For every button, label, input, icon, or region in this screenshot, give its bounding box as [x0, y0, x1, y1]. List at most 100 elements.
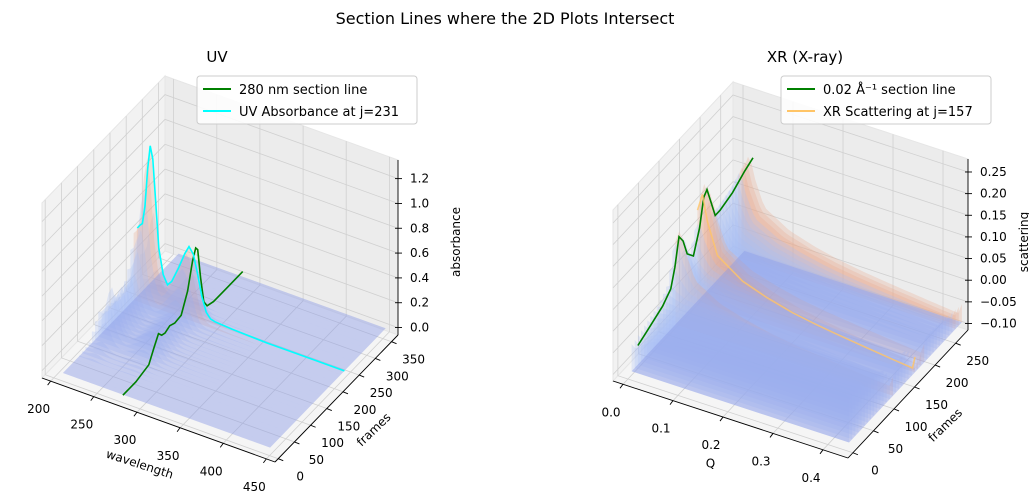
surface-strip [72, 363, 280, 438]
legend-box [196, 75, 418, 125]
z-tick-label: 0.8 [410, 221, 429, 235]
surface-strip [681, 248, 900, 389]
surface-strip [694, 223, 912, 376]
xr-title: XR (X-ray) [767, 48, 843, 66]
surface-strip [650, 315, 868, 423]
z-gridline [41, 218, 399, 346]
z-tick-label: 1.2 [410, 172, 429, 186]
surface-strip [662, 293, 881, 410]
y-gridline [699, 117, 936, 366]
surface-strip [666, 285, 884, 406]
z-tick-label: 0.00 [980, 273, 1007, 287]
series-line-frame-section [696, 194, 916, 370]
y-tick-label: 300 [386, 369, 409, 383]
surface-strip [69, 366, 277, 441]
x-tick [819, 449, 824, 455]
x-tick [133, 411, 138, 417]
z-tick-label: 0.25 [980, 165, 1007, 179]
x-gridline [136, 110, 261, 413]
x-tick-label: 0.0 [601, 405, 620, 419]
y-gridline [638, 182, 874, 432]
surface-strip [731, 179, 950, 336]
y-gridline [61, 182, 295, 443]
x-tick [47, 380, 51, 386]
y-tick-label: 50 [309, 453, 324, 467]
z-gridline [612, 116, 969, 245]
x-axis-line [612, 380, 849, 459]
surface-strip [146, 283, 354, 362]
surface-strip [140, 212, 348, 368]
y-tick-label: 250 [370, 386, 393, 400]
x-gridline [266, 156, 390, 460]
y-axis-line [847, 329, 969, 459]
z-gridline [612, 202, 969, 332]
z-gridline [41, 193, 399, 322]
z-tick-label: 0.15 [980, 208, 1007, 222]
surface-floor [62, 253, 386, 448]
y-tick [391, 341, 397, 345]
surface-strip [162, 270, 370, 345]
surface-strip [159, 273, 367, 349]
surface-strip [66, 369, 274, 445]
surface-strip [168, 263, 376, 339]
y-gridline [679, 139, 915, 388]
surface-strip [735, 173, 953, 333]
y-tick [893, 408, 900, 412]
surface-strip [716, 203, 934, 353]
y-tick [934, 364, 941, 368]
surface-strip [678, 236, 897, 393]
figure-suptitle: Section Lines where the 2D Plots Interse… [336, 9, 675, 28]
x-tick [219, 443, 224, 448]
surface-strip [98, 287, 306, 412]
surface-strip [675, 231, 893, 396]
surface-strip [713, 207, 931, 356]
surface-strip [130, 190, 338, 378]
surface-strip [62, 373, 271, 448]
y-tick-label: 0 [871, 464, 879, 478]
surface-strip [149, 282, 357, 359]
y-tick [342, 391, 349, 395]
legend-box [780, 75, 992, 125]
y-tick [358, 374, 365, 378]
surface-strip [744, 156, 962, 323]
x-tick [669, 400, 674, 405]
legend-label: XR Scattering at j=157 [823, 105, 973, 120]
z-gridline [612, 94, 969, 224]
uv-title: UV [206, 48, 228, 66]
y-tick-label: 150 [925, 398, 948, 412]
x-gridline [822, 150, 944, 451]
y-gridline [77, 166, 311, 426]
surface-strip [175, 256, 383, 332]
x-axis-label: Q [706, 457, 715, 471]
x-gridline [622, 85, 744, 385]
surface-strip [75, 359, 283, 435]
z-tick-label: 0.20 [980, 187, 1007, 201]
surface-strip [688, 253, 906, 383]
surface-floor [631, 250, 962, 443]
x-gridline [222, 141, 347, 444]
y-gridline [617, 204, 854, 454]
x-gridline [672, 101, 794, 401]
surface-strip [127, 229, 335, 382]
surface-strip [637, 334, 856, 436]
surface-strip [172, 260, 380, 335]
z-tick-label: 0.6 [410, 246, 429, 260]
surface-strip [738, 167, 956, 329]
x-tick-label: 250 [70, 418, 93, 432]
surface-strip [656, 306, 875, 416]
x-tick-label: 300 [113, 433, 136, 447]
surface-strip [85, 346, 293, 425]
series-line-q-section [637, 157, 754, 346]
y-gridline [93, 149, 327, 409]
surface-strip [691, 239, 909, 379]
z-gridline [612, 181, 969, 310]
x-tick [90, 396, 95, 401]
y-gridline [141, 99, 376, 359]
surface-strip [653, 310, 871, 420]
uv-axes: UV 200 250 300 350 400 450 0 50 100 150 200 250 300 3… [27, 48, 463, 494]
surface-strip [644, 325, 862, 430]
surface-strip [706, 198, 925, 363]
z-gridline [612, 159, 969, 289]
legend-label: 0.02 Å⁻¹ section line [823, 82, 956, 98]
y-tick-label: 100 [905, 420, 928, 434]
